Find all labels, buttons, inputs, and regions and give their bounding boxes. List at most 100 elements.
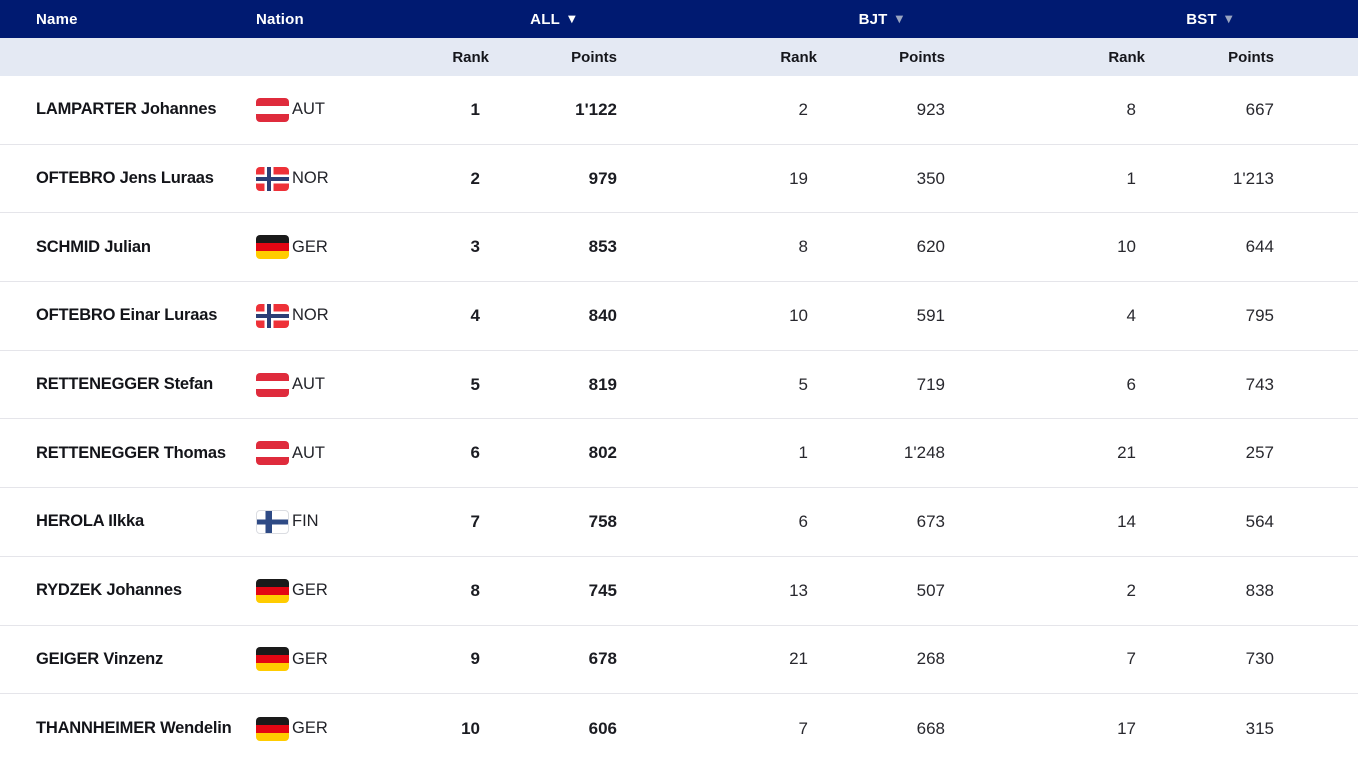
- bjt-points-value: 668: [916, 718, 945, 738]
- bjt-rank-value: 6: [798, 511, 808, 531]
- bjt-rank-value: 2: [798, 99, 808, 119]
- name-column-header: Name: [36, 10, 78, 28]
- nation-column-header: Nation: [256, 10, 304, 28]
- all-rank-value: 8: [470, 580, 480, 600]
- nation-code: GER: [292, 581, 328, 600]
- all-points-value: 758: [588, 511, 617, 531]
- bjt-points-value: 591: [916, 305, 945, 325]
- bst-points-value: 1'213: [1232, 168, 1274, 188]
- nation-cell: GER: [256, 647, 407, 672]
- nation-cell: GER: [256, 716, 407, 741]
- bst-rank-value: 8: [1126, 99, 1136, 119]
- all-rank-value: 6: [470, 443, 480, 463]
- all-points-value: 802: [588, 443, 617, 463]
- table-subheader-row: Rank Points Rank Points Rank Points: [0, 38, 1358, 76]
- nation-code: GER: [292, 649, 328, 668]
- all-points-value: 678: [588, 649, 617, 669]
- table-row[interactable]: RETTENEGGER Stefan AUT 5 819 5 719 6 743: [0, 350, 1358, 420]
- bst-points-value: 838: [1245, 580, 1274, 600]
- bjt-points-value: 507: [916, 580, 945, 600]
- all-points-value: 819: [588, 374, 617, 394]
- sort-group-bst-label: BST: [1186, 10, 1217, 28]
- bst-rank-value: 2: [1126, 580, 1136, 600]
- table-header-row: Name Nation ALL ▼ BJT ▼ BST ▼: [0, 0, 1358, 38]
- table-body: LAMPARTER Johannes AUT 1 1'122 2 923 8 6…: [0, 76, 1358, 763]
- bjt-rank-column-header: Rank: [780, 48, 817, 66]
- bst-rank-value: 10: [1117, 237, 1136, 257]
- sort-group-bst[interactable]: BST ▼: [1145, 0, 1274, 38]
- bjt-rank-value: 13: [789, 580, 808, 600]
- bjt-rank-value: 10: [789, 305, 808, 325]
- table-row[interactable]: OFTEBRO Jens Luraas NOR 2 979 19 350 1 1…: [0, 144, 1358, 214]
- table-row[interactable]: GEIGER Vinzenz GER 9 678 21 268 7 730: [0, 625, 1358, 695]
- bjt-rank-value: 19: [789, 168, 808, 188]
- athlete-name: GEIGER Vinzenz: [36, 649, 164, 668]
- all-points-value: 745: [588, 580, 617, 600]
- athlete-name: SCHMID Julian: [36, 237, 151, 256]
- nation-cell: NOR: [256, 166, 407, 191]
- bjt-points-value: 350: [916, 168, 945, 188]
- all-points-value: 1'122: [575, 99, 617, 119]
- all-rank-value: 10: [461, 718, 480, 738]
- all-rank-value: 4: [470, 305, 480, 325]
- ger-flag-icon: [256, 716, 289, 741]
- nor-flag-icon: [256, 166, 289, 191]
- bst-points-value: 730: [1245, 649, 1274, 669]
- nation-cell: AUT: [256, 441, 407, 466]
- all-rank-value: 2: [470, 168, 480, 188]
- table-row[interactable]: THANNHEIMER Wendelin GER 10 606 7 668 17…: [0, 694, 1358, 763]
- nation-cell: AUT: [256, 97, 407, 122]
- table-row[interactable]: RYDZEK Johannes GER 8 745 13 507 2 838: [0, 556, 1358, 626]
- table-row[interactable]: RETTENEGGER Thomas AUT 6 802 1 1'248 21 …: [0, 419, 1358, 489]
- bst-points-value: 644: [1245, 237, 1274, 257]
- all-points-value: 606: [588, 718, 617, 738]
- all-rank-value: 7: [470, 511, 480, 531]
- bjt-points-column-header: Points: [899, 48, 945, 66]
- bst-rank-value: 17: [1117, 718, 1136, 738]
- nation-cell: NOR: [256, 303, 407, 328]
- bst-points-value: 667: [1245, 99, 1274, 119]
- ger-flag-icon: [256, 235, 289, 260]
- nation-code: FIN: [292, 512, 319, 531]
- nation-code: GER: [292, 237, 328, 256]
- nation-code: NOR: [292, 169, 329, 188]
- all-rank-column-header: Rank: [452, 48, 489, 66]
- aut-flag-icon: [256, 97, 289, 122]
- table-row[interactable]: SCHMID Julian GER 3 853 8 620 10 644: [0, 213, 1358, 283]
- table-row[interactable]: OFTEBRO Einar Luraas NOR 4 840 10 591 4 …: [0, 282, 1358, 351]
- sort-group-all-label: ALL: [530, 10, 560, 28]
- nation-cell: AUT: [256, 372, 407, 397]
- aut-flag-icon: [256, 441, 289, 466]
- all-rank-value: 5: [470, 374, 480, 394]
- athlete-name: THANNHEIMER Wendelin: [36, 719, 232, 738]
- bjt-rank-value: 5: [798, 374, 808, 394]
- bjt-points-value: 719: [916, 374, 945, 394]
- bjt-points-value: 268: [916, 649, 945, 669]
- athlete-name: OFTEBRO Einar Luraas: [36, 306, 218, 325]
- sort-group-bjt-label: BJT: [858, 10, 888, 28]
- nation-cell: GER: [256, 578, 407, 603]
- bst-rank-column-header: Rank: [1108, 48, 1145, 66]
- table-row[interactable]: HEROLA Ilkka FIN 7 758 6 673 14 564: [0, 488, 1358, 557]
- athlete-name: RETTENEGGER Stefan: [36, 375, 214, 394]
- all-rank-value: 9: [470, 649, 480, 669]
- chevron-down-icon: ▼: [1224, 13, 1233, 25]
- bst-points-value: 257: [1245, 443, 1274, 463]
- bjt-points-value: 923: [916, 99, 945, 119]
- bjt-points-value: 1'248: [903, 443, 945, 463]
- nation-cell: GER: [256, 235, 407, 260]
- all-points-column-header: Points: [571, 48, 617, 66]
- sort-group-all[interactable]: ALL ▼: [489, 0, 617, 38]
- athlete-name: LAMPARTER Johannes: [36, 100, 217, 119]
- bst-points-column-header: Points: [1228, 48, 1274, 66]
- bst-rank-value: 7: [1126, 649, 1136, 669]
- table-row[interactable]: LAMPARTER Johannes AUT 1 1'122 2 923 8 6…: [0, 76, 1358, 145]
- aut-flag-icon: [256, 372, 289, 397]
- athlete-name: OFTEBRO Jens Luraas: [36, 169, 214, 188]
- athlete-name: RYDZEK Johannes: [36, 581, 182, 600]
- all-points-value: 853: [588, 237, 617, 257]
- bst-rank-value: 21: [1117, 443, 1136, 463]
- sort-group-bjt[interactable]: BJT ▼: [817, 0, 945, 38]
- nation-code: AUT: [292, 100, 325, 119]
- bst-rank-value: 1: [1126, 168, 1136, 188]
